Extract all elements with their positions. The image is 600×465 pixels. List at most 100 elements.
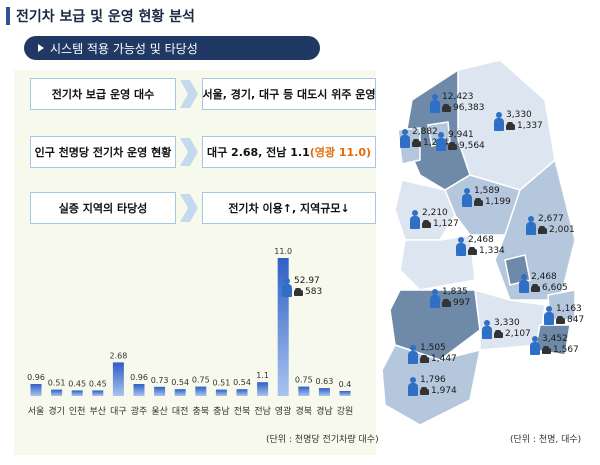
map-region-jeonnam-south — [381, 344, 481, 426]
region-ev-count: 2,001 — [549, 225, 575, 235]
person-icon — [410, 210, 420, 230]
region-ev-count: 96,383 — [453, 103, 485, 113]
summary-label: 인구 천명당 전기차 운영 현황 — [30, 136, 176, 168]
summary-value: 대구 2.68, 전남 1.1 (영광 11.0) — [202, 136, 376, 168]
region-population: 2,677 — [538, 214, 564, 224]
region-population: 1,589 — [474, 186, 500, 196]
bar-value-label: 0.54 — [233, 378, 251, 387]
triangle-bullet-icon — [38, 44, 44, 52]
bar-광주 — [133, 384, 145, 396]
category-label: 경북 — [296, 405, 313, 417]
map-region-label: 2,677 2,001 — [526, 214, 575, 236]
region-ev-count: 1,334 — [479, 246, 505, 256]
bar-value-label: 2.68 — [109, 351, 127, 360]
map-region-label: 9,941 9,564 — [436, 130, 485, 152]
map-region-label: 1,796 1,974 — [408, 375, 457, 397]
car-icon — [420, 386, 429, 395]
map-region-label: 1,589 1,199 — [462, 186, 511, 208]
category-label: 광주 — [131, 405, 148, 417]
region-population: 2,468 — [468, 235, 494, 245]
inset-ev: 583 — [305, 287, 323, 297]
summary-row-per-capita: 인구 천명당 전기차 운영 현황 대구 2.68, 전남 1.1 (영광 11.… — [14, 136, 376, 168]
region-ev-count: 1,284 — [423, 138, 449, 149]
region-ev-count: 1,447 — [431, 354, 457, 364]
region-population: 2,468 — [531, 272, 557, 282]
title-accent-mark — [6, 7, 10, 25]
region-ev-count: 847 — [567, 315, 585, 325]
bar-강원 — [339, 391, 351, 396]
category-label: 인천 — [69, 406, 86, 417]
bar-충북 — [195, 386, 207, 396]
map-region-label: 3,330 2,107 — [482, 318, 531, 340]
bar-충남 — [215, 389, 227, 396]
region-population: 3,330 — [494, 318, 520, 328]
car-icon — [556, 315, 565, 324]
map-region-label: 1,163 847 — [544, 304, 584, 326]
category-label: 충남 — [213, 406, 230, 417]
person-icon — [408, 345, 418, 365]
region-population: 1,163 — [556, 304, 582, 314]
category-label: 대전 — [172, 406, 189, 417]
bar-value-label: 0.51 — [212, 379, 230, 388]
category-label: 경남 — [316, 405, 333, 417]
person-icon — [430, 94, 440, 114]
chart-inset-label: 52.97 583 — [282, 276, 322, 298]
map-region-label: 2,8821,284 — [400, 127, 449, 149]
bar-부산 — [92, 390, 104, 396]
car-icon — [422, 219, 431, 228]
bar-value-label: 0.75 — [192, 376, 210, 385]
bar-대전 — [174, 389, 186, 396]
bar-서울 — [30, 384, 42, 396]
page-title-bar: 전기차 보급 및 운영 현황 분석 — [6, 6, 195, 26]
map-unit-note: (단위 : 천명, 대수) — [510, 435, 582, 445]
map-region-label: 2,468 1,334 — [456, 235, 505, 257]
bar-value-label: 0.63 — [315, 377, 333, 386]
car-icon — [294, 287, 303, 296]
summary-label: 실증 지역의 타당성 — [30, 192, 176, 224]
region-ev-count: 1,974 — [431, 386, 457, 396]
map-region-label: 12,423 96,383 — [430, 92, 485, 114]
bar-영광 — [277, 258, 289, 396]
bar-value-label: 0.4 — [339, 380, 352, 389]
map-region-label: 3,330 1,337 — [494, 110, 543, 132]
car-icon — [442, 103, 451, 112]
car-icon — [538, 225, 547, 234]
category-label: 강원 — [337, 406, 354, 417]
car-icon — [448, 141, 457, 150]
bar-경기 — [51, 389, 63, 396]
person-icon — [456, 237, 466, 257]
category-label: 충북 — [193, 406, 210, 417]
car-icon — [468, 246, 477, 255]
car-icon — [474, 197, 483, 206]
summary-value: 서울, 경기, 대구 등 대도시 위주 운영 — [202, 78, 376, 110]
korea-map — [381, 59, 576, 426]
map-region-label: 1,505 1,447 — [408, 343, 457, 365]
category-label: 전북 — [234, 406, 251, 417]
map-region-label: 2,210 1,127 — [410, 208, 459, 230]
person-icon — [519, 274, 529, 294]
person-icon — [462, 188, 472, 208]
region-population: 2,210 — [422, 208, 448, 218]
bar-대구 — [112, 362, 124, 396]
bar-전남 — [257, 382, 269, 396]
map-region-label: 1,835 997 — [430, 287, 470, 309]
region-population: 2,882 — [412, 127, 438, 137]
person-icon — [494, 112, 504, 132]
bar-value-label: 0.96 — [130, 373, 148, 382]
person-icon — [544, 306, 554, 326]
region-ev-count: 1,567 — [553, 345, 579, 355]
section-subtitle: 시스템 적용 가능성 및 타당성 — [50, 41, 198, 56]
car-icon — [506, 121, 515, 130]
map-region-label: 2,468 6,605 — [519, 272, 568, 294]
bar-value-label: 11.0 — [274, 247, 292, 256]
bar-경남 — [318, 388, 330, 396]
summary-label: 전기차 보급 운영 대수 — [30, 78, 176, 110]
summary-value: 전기차 이용↑, 지역규모↓ — [202, 192, 376, 224]
inset-population: 52.97 — [294, 276, 320, 286]
car-icon — [442, 298, 451, 307]
person-icon — [430, 289, 440, 309]
category-label: 대구 — [110, 406, 127, 417]
region-population: 12,423 — [442, 92, 474, 102]
person-icon — [282, 278, 292, 298]
